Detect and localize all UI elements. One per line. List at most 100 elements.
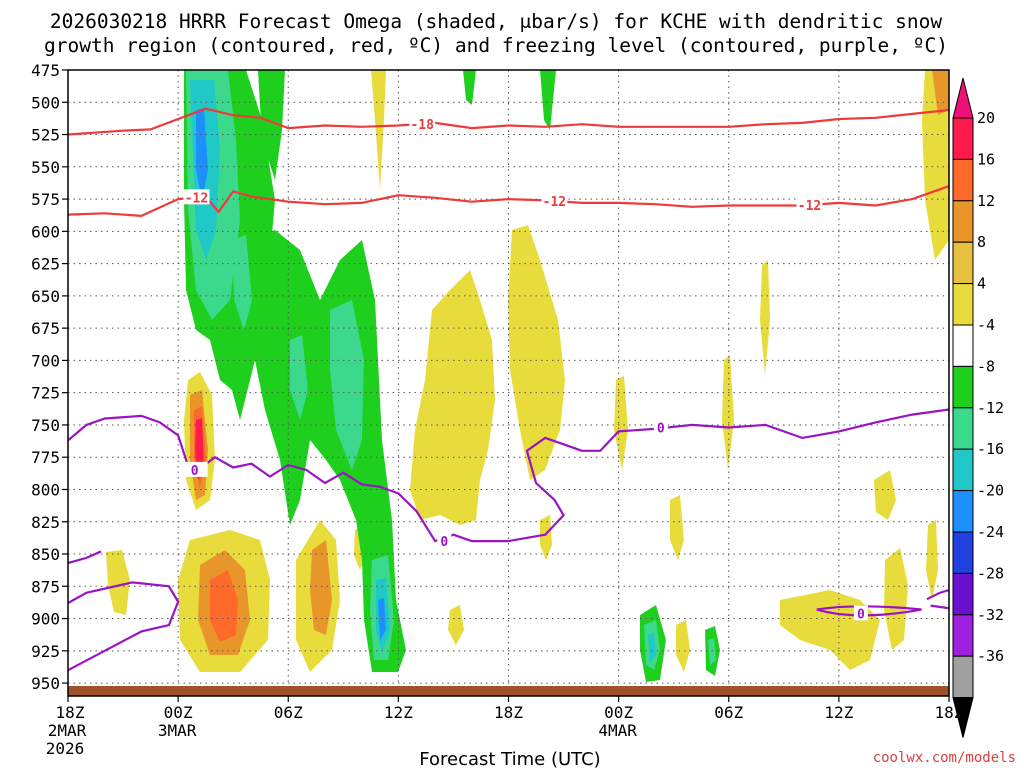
omega-region-sinking bbox=[676, 620, 690, 672]
isotherm-label-bg bbox=[796, 197, 823, 213]
colorbar-label: -32 bbox=[977, 606, 1004, 624]
colorbar-label: -24 bbox=[977, 523, 1004, 541]
y-tick-label: 875 bbox=[31, 577, 60, 596]
omega-region-sinking bbox=[410, 270, 495, 525]
y-tick-label: 675 bbox=[31, 319, 60, 338]
x-tick-label: 12Z bbox=[384, 703, 413, 722]
omega-region-rising-strong bbox=[330, 300, 364, 470]
omega-region-sinking bbox=[371, 70, 386, 190]
y-tick-label: 850 bbox=[31, 545, 60, 564]
omega-region-sinking bbox=[760, 260, 770, 375]
isotherm-line bbox=[816, 605, 922, 617]
y-tick-label: 800 bbox=[31, 480, 60, 499]
colorbar-label: -16 bbox=[977, 440, 1004, 458]
omega-region-rising bbox=[250, 230, 406, 672]
isotherm-label-bg bbox=[541, 193, 568, 209]
x-tick-label: 00Z bbox=[604, 703, 633, 722]
colorbar-swatch bbox=[952, 490, 974, 533]
y-tick-label: 725 bbox=[31, 384, 60, 403]
colorbar-swatch bbox=[952, 531, 974, 574]
omega-region-sinking bbox=[884, 548, 908, 650]
y-tick-label: 575 bbox=[31, 190, 60, 209]
omega-region-sinking bbox=[922, 70, 949, 260]
isotherm-label: -12 bbox=[543, 195, 566, 210]
omega-region-sinking bbox=[722, 355, 734, 470]
isotherm-label: 0 bbox=[191, 464, 199, 479]
colorbar-top-arrow bbox=[952, 77, 974, 119]
isotherm-line bbox=[68, 185, 949, 217]
colorbar-label: -12 bbox=[977, 399, 1004, 417]
x-tick-label: 06Z bbox=[714, 703, 743, 722]
colorbar-bottom-arrow bbox=[952, 697, 974, 738]
isotherm-label-bg bbox=[409, 115, 436, 131]
isotherm-label-bg bbox=[853, 605, 868, 621]
omega-region-rising-strong bbox=[196, 108, 208, 200]
x-axis-label: Forecast Time (UTC) bbox=[419, 749, 600, 768]
colorbar-label: -28 bbox=[977, 564, 1004, 582]
y-tick-label: 750 bbox=[31, 416, 60, 435]
y-tick-label: 925 bbox=[31, 642, 60, 661]
y-tick-label: 550 bbox=[31, 158, 60, 177]
y-tick-label: 900 bbox=[31, 610, 60, 629]
isotherm-label: -12 bbox=[185, 191, 208, 206]
isotherm-line bbox=[926, 589, 949, 610]
chart-title-line2: growth region (contoured, red, ºC) and f… bbox=[44, 34, 948, 57]
colorbar-swatch bbox=[952, 407, 974, 450]
colorbar-swatch bbox=[952, 324, 974, 367]
x-tick-date-label: 2MAR bbox=[48, 721, 87, 740]
omega-region-sinking bbox=[508, 225, 565, 480]
colorbar-swatch bbox=[952, 158, 974, 202]
omega-region-rising-strong bbox=[708, 638, 716, 665]
colorbar-label: -20 bbox=[977, 482, 1004, 500]
y-tick-label: 525 bbox=[31, 126, 60, 145]
chart-title-line1: 2026030218 HRRR Forecast Omega (shaded, … bbox=[50, 10, 942, 33]
y-tick-label: 650 bbox=[31, 287, 60, 306]
colorbar-label: 8 bbox=[977, 233, 986, 251]
y-tick-label: 475 bbox=[31, 61, 60, 80]
omega-region-sinking bbox=[448, 605, 464, 645]
omega-region-sinking bbox=[540, 515, 552, 560]
y-tick-label: 950 bbox=[31, 674, 60, 693]
colorbar: 20 16 12 8 4 -4 -8 -12 -16 -20 -24 -28 -32 -36 bbox=[952, 77, 1004, 738]
omega-region-rising-strong bbox=[232, 235, 252, 330]
terrain-strip bbox=[68, 686, 949, 696]
y-tick-label: 700 bbox=[31, 351, 60, 370]
isotherm-label-bg bbox=[183, 189, 210, 205]
omega-region-sinking-strong bbox=[932, 70, 949, 115]
colorbar-swatch bbox=[952, 200, 974, 243]
isotherm-label: -12 bbox=[798, 199, 821, 214]
y-axis: 475 500 525 550 575 600 625 650 675 700 725 750 775 8… bbox=[31, 61, 68, 693]
colorbar-swatch bbox=[952, 572, 974, 616]
colorbar-label: 12 bbox=[977, 192, 995, 210]
omega-region-sinking bbox=[614, 376, 628, 470]
omega-region-rising bbox=[258, 70, 285, 180]
omega-region-sinking-strong bbox=[210, 570, 238, 642]
omega-region-rising bbox=[540, 70, 556, 130]
isotherm-label: 0 bbox=[657, 422, 665, 437]
isotherm-label-bg bbox=[437, 533, 452, 549]
x-tick-label: 12Z bbox=[824, 703, 853, 722]
colorbar-label: 20 bbox=[977, 109, 995, 127]
isotherm-label: 0 bbox=[440, 535, 448, 550]
x-tick-date-label: 3MAR bbox=[158, 721, 197, 740]
omega-shading bbox=[106, 70, 949, 682]
colorbar-swatch bbox=[952, 241, 974, 285]
isotherm-label: 0 bbox=[857, 607, 865, 622]
omega-region-rising-strong bbox=[290, 335, 308, 420]
colorbar-label: 4 bbox=[977, 275, 986, 293]
omega-region-rising-strong bbox=[648, 633, 656, 662]
colorbar-swatch bbox=[952, 365, 974, 409]
isotherm-line bbox=[68, 107, 949, 136]
isotherm-labels: -18 -12 -12 -12 0 0 0 0 bbox=[181, 115, 868, 622]
colorbar-label: -36 bbox=[977, 647, 1004, 665]
omega-region-sinking bbox=[106, 550, 130, 615]
y-tick-label: 600 bbox=[31, 222, 60, 241]
colorbar-swatch bbox=[952, 655, 974, 699]
colorbar-label: 16 bbox=[977, 150, 995, 168]
isotherm-label: -18 bbox=[410, 118, 434, 133]
colorbar-label: -4 bbox=[977, 316, 995, 334]
isotherm-label-bg bbox=[653, 419, 668, 435]
colorbar-swatch bbox=[952, 448, 974, 492]
x-tick-label: 18Z bbox=[494, 703, 523, 722]
